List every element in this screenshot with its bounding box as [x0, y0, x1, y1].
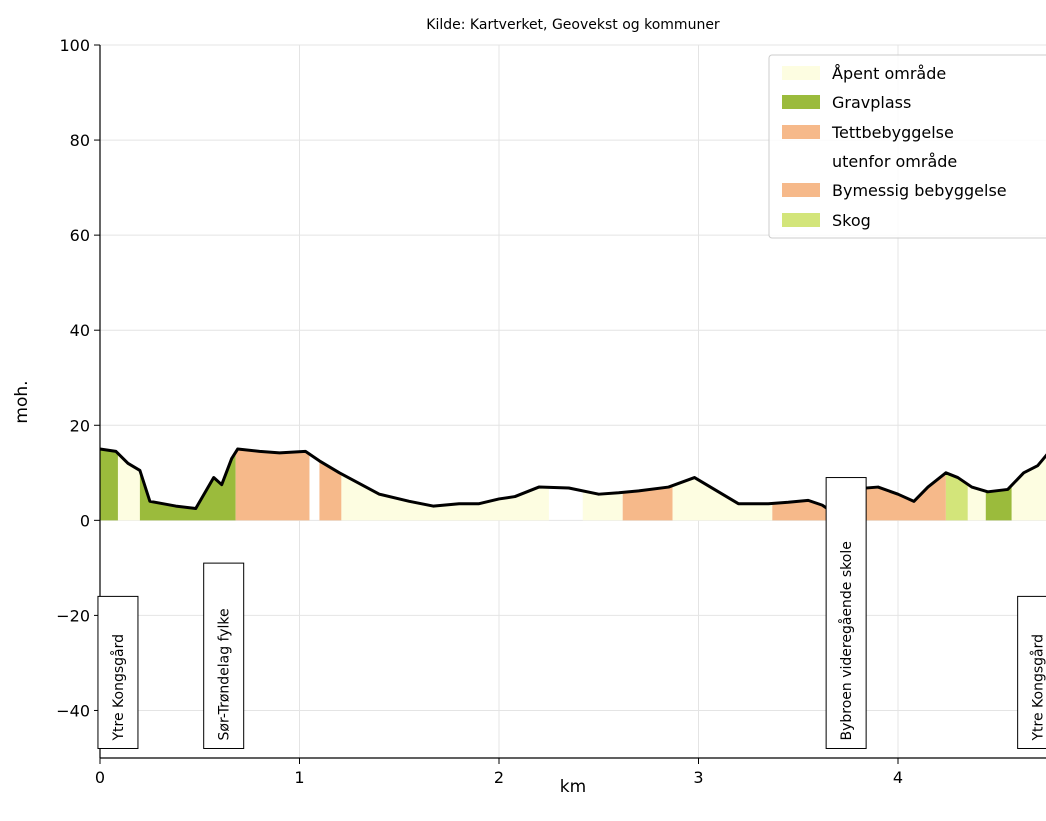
annotation-box: [203, 562, 245, 749]
land-cover-segment: [235, 449, 310, 521]
annotation-box: [1017, 595, 1046, 749]
land-cover-segment: [672, 477, 773, 521]
legend-swatch: [782, 125, 820, 139]
land-cover-segment: [117, 453, 140, 521]
annotation-label: Sør-Trøndelag fylke: [217, 608, 233, 740]
legend-label: Bymessig bebyggelse: [832, 181, 1007, 200]
legend-label: Åpent område: [832, 64, 946, 83]
x-tick-label: 3: [693, 768, 703, 787]
y-tick-label: 40: [70, 321, 90, 340]
y-tick-label: 0: [80, 511, 90, 530]
y-tick-label: −40: [56, 701, 90, 720]
land-cover-segment: [319, 460, 342, 521]
legend-swatch: [782, 213, 820, 227]
annotation-label: Bybroen videregående skole: [838, 541, 855, 740]
annotation-box: [825, 477, 867, 749]
land-cover-segment: [100, 449, 118, 521]
y-tick-label: 100: [59, 36, 90, 55]
land-cover-segment: [622, 485, 673, 521]
land-cover-segment: [985, 485, 1012, 521]
land-cover-segment: [139, 452, 236, 521]
elevation-line: [99, 447, 1046, 515]
x-tick-label: 2: [494, 768, 504, 787]
y-tick-label: 60: [70, 226, 90, 245]
x-tick-label: 4: [893, 768, 903, 787]
annotations: Ytre Kongsgård Sør-Trøndelag fylke Bybroen…: [97, 477, 1046, 749]
land-cover-segment: [1011, 455, 1046, 521]
source-label: Kilde: Kartverket, Geovekst og kommuner: [426, 17, 720, 33]
legend-swatch: [782, 95, 820, 109]
land-cover-layer: [100, 449, 1046, 521]
land-cover-segment: [967, 484, 986, 521]
elevation-line-layer: [99, 447, 1046, 515]
annotation-box: [97, 595, 139, 749]
legend-box: [768, 54, 1046, 239]
legend: Åpent område Gravplass Tettbebyggelse utenf…: [768, 54, 1046, 239]
land-cover-segment: [582, 490, 623, 521]
y-tick-label: 80: [70, 131, 90, 150]
y-axis-label: moh.: [12, 380, 32, 423]
land-cover-segment: [341, 473, 549, 521]
y-tick-label: −20: [56, 606, 90, 625]
annotation-label: Ytre Kongsgård: [1030, 634, 1046, 742]
legend-label: Tettbebyggelse: [831, 123, 954, 142]
x-tick-label: 1: [294, 768, 304, 787]
legend-swatch: [782, 66, 820, 80]
legend-swatch: [782, 183, 820, 197]
land-cover-segment: [945, 472, 968, 521]
x-axis-label: km: [560, 777, 586, 797]
x-tick-label: 0: [95, 768, 105, 787]
legend-label: Skog: [832, 211, 871, 230]
legend-label-continued: utenfor område: [832, 152, 957, 171]
annotation-label: Ytre Kongsgård: [110, 634, 127, 742]
y-tick-label: 20: [70, 416, 90, 435]
legend-label: Gravplass: [832, 93, 911, 112]
grid: [99, 44, 1046, 758]
